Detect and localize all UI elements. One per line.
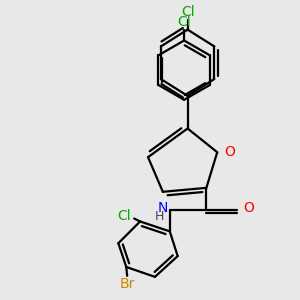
Text: O: O xyxy=(244,201,254,215)
Text: Br: Br xyxy=(119,277,135,291)
Text: Cl: Cl xyxy=(117,208,130,223)
Text: Cl: Cl xyxy=(177,15,191,29)
Text: O: O xyxy=(225,145,236,159)
Text: N: N xyxy=(158,201,168,215)
Text: Cl: Cl xyxy=(181,5,194,19)
Text: H: H xyxy=(155,210,164,223)
